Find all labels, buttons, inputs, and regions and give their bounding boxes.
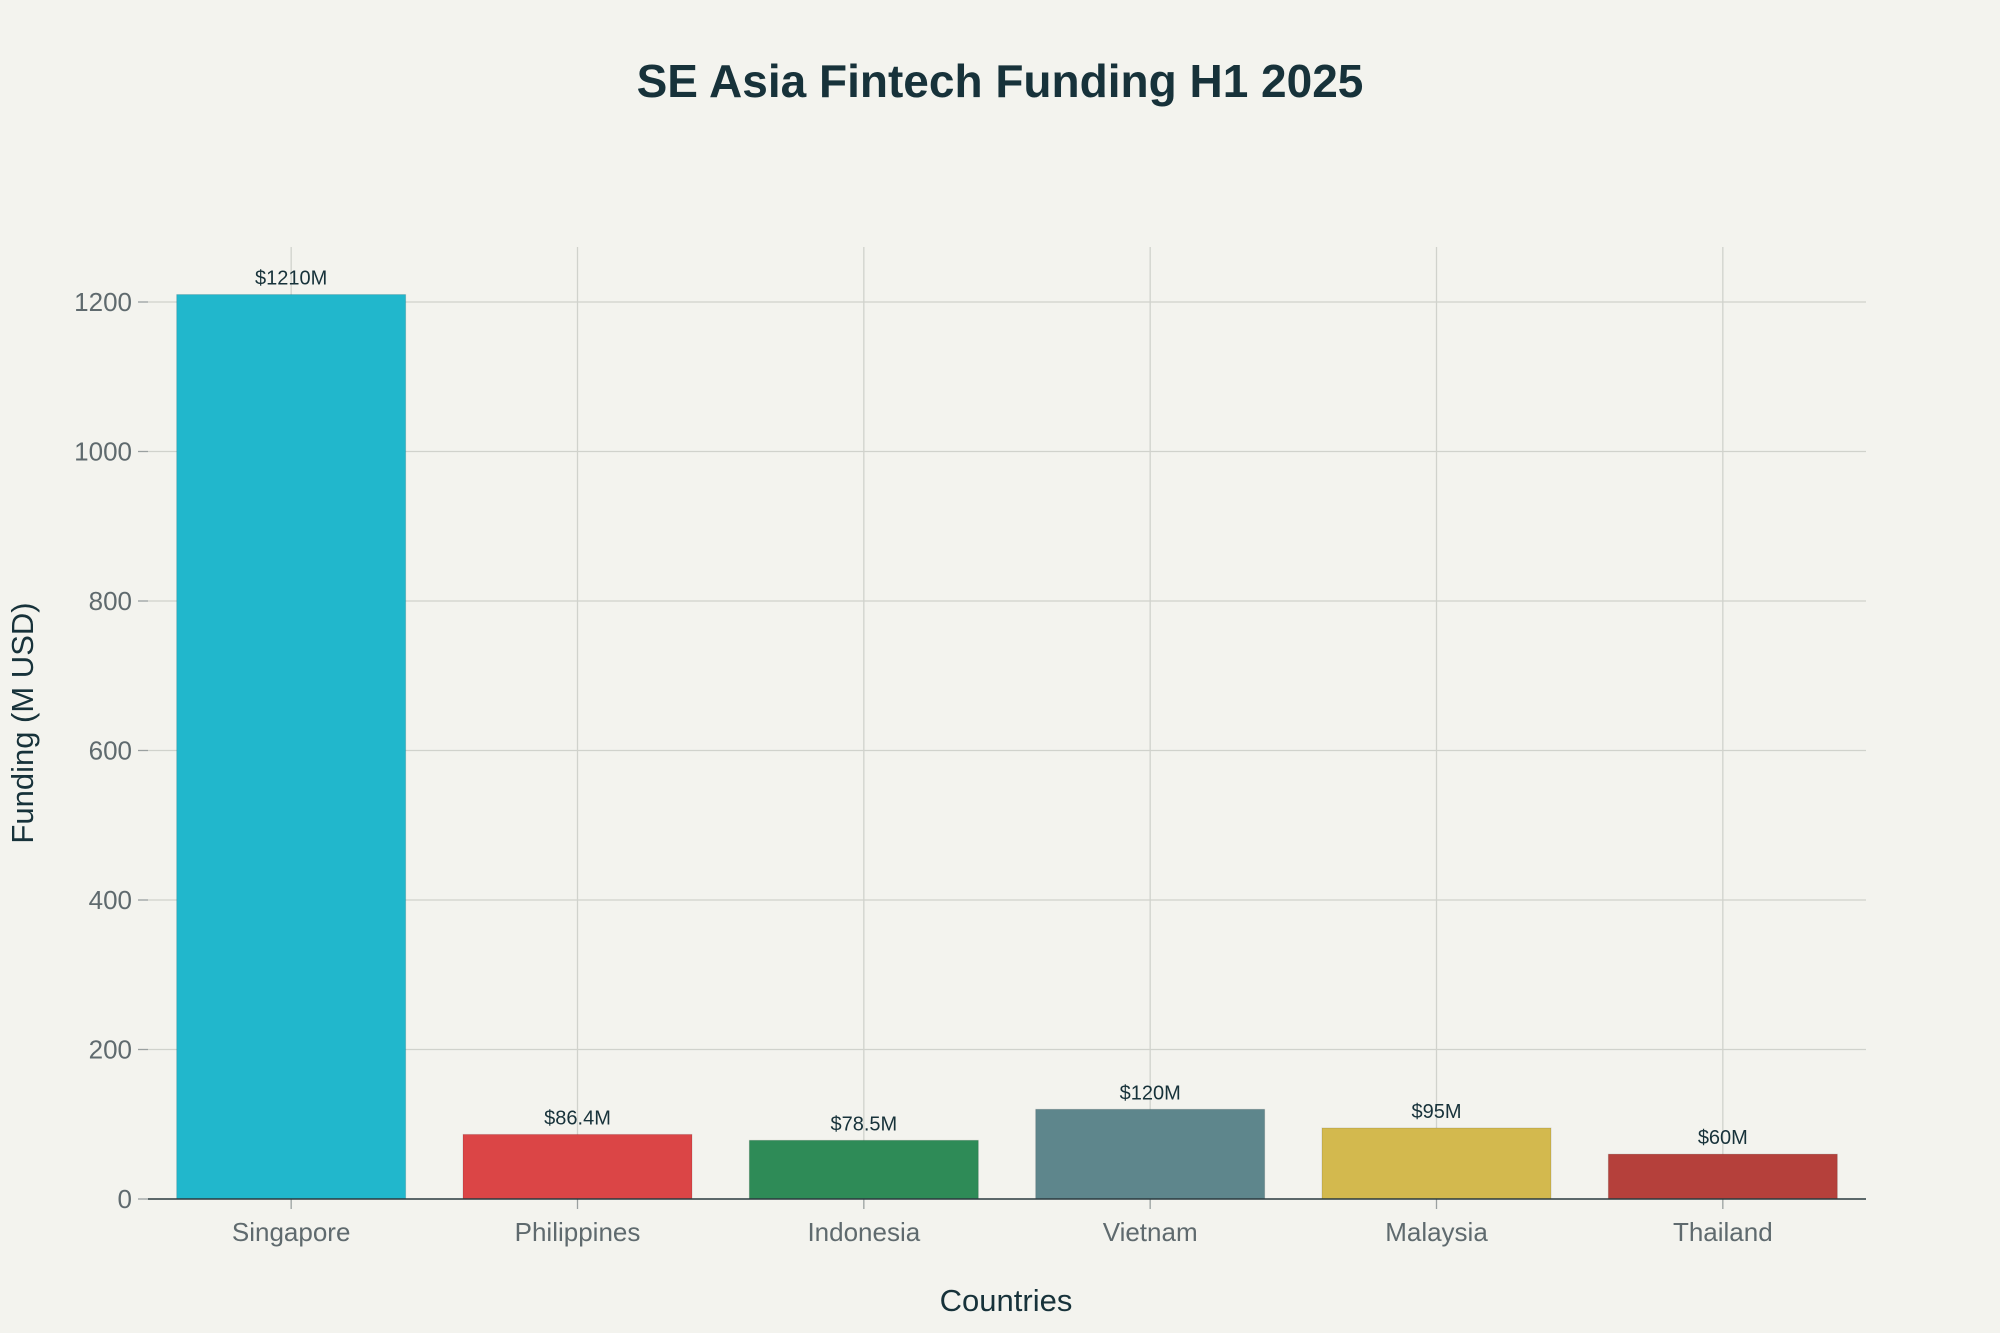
bar-indonesia[interactable] [748,1139,979,1200]
bar-malaysia[interactable] [1321,1127,1552,1200]
x-tick-label: Malaysia [1385,1217,1488,1247]
data-label: $78.5M [830,1113,897,1135]
y-tick-label: 200 [89,1035,132,1065]
y-axis-title: Funding (M USD) [5,602,40,843]
y-tick-label: 800 [89,586,132,616]
data-label: $60M [1698,1127,1748,1149]
data-label: $95M [1411,1101,1461,1123]
x-tick-label: Vietnam [1103,1217,1198,1247]
bar-philippines[interactable] [462,1133,693,1200]
x-tick-label: Thailand [1673,1217,1773,1247]
x-tick-label: Philippines [515,1217,641,1247]
data-label: $120M [1120,1082,1181,1104]
bars [176,294,1838,1200]
y-tick-label: 0 [118,1184,132,1214]
data-label: $86.4M [544,1107,611,1129]
y-tick-label: 400 [89,885,132,915]
x-axis: Singapore Philippines Indonesia Vietnam Mala… [148,1198,1866,1247]
bar-thailand[interactable] [1607,1153,1838,1200]
gridlines [148,247,1866,1199]
y-tick-label: 1200 [74,287,132,317]
x-axis-title: Countries [940,1283,1073,1318]
x-tick-label: Indonesia [807,1217,920,1247]
y-tick-label: 1000 [74,437,132,467]
bar-singapore[interactable] [176,294,407,1200]
data-label: $1210M [255,268,327,290]
chart-title: SE Asia Fintech Funding H1 2025 [637,55,1364,107]
x-tick-label: Singapore [232,1217,351,1247]
data-labels: $1210M $86.4M $78.5M $120M $95M $60M [255,268,1748,1150]
bar-vietnam[interactable] [1035,1108,1266,1200]
y-axis: 0 200 400 600 800 1000 1200 [74,287,148,1214]
y-tick-label: 600 [89,736,132,766]
